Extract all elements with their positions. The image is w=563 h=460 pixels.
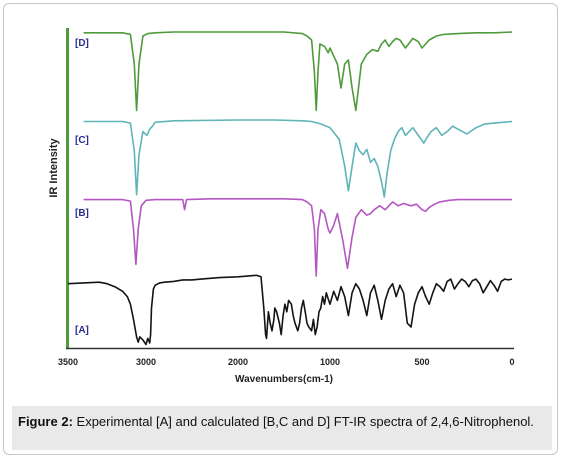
figure-caption: Figure 2: Experimental [A] and calculate… (12, 406, 552, 450)
series-label-c: [C] (75, 135, 89, 146)
x-tick-label-2000: 2000 (228, 357, 248, 367)
x-tick-label-1000: 1000 (320, 357, 340, 367)
spectrum-line-c (83, 119, 513, 198)
y-axis-title: IR Intensity (48, 137, 60, 197)
series-label-a: [A] (75, 325, 89, 336)
x-tick-label-3500: 3500 (58, 357, 78, 367)
x-tick-label-3000: 3000 (136, 357, 156, 367)
x-tick-label-500: 500 (414, 357, 429, 367)
caption-text: Experimental [A] and calculated [B,C and… (76, 414, 534, 429)
series-label-d: [D] (75, 38, 89, 49)
caption-label: Figure 2: (18, 414, 73, 429)
x-axis-title: Wavenumbers(cm-1) (235, 374, 333, 385)
spectrum-line-b (83, 198, 512, 277)
ftir-chart: IR Intensity Wavenumbers(cm-1) 3500 3000 2… (48, 28, 515, 385)
spectrum-line-a (67, 274, 513, 346)
x-tick-labels: 3500 3000 2000 1000 500 0 (58, 357, 515, 367)
spectrum-line-d (83, 31, 513, 112)
spectra-layer: [D] [C] [B] [A] (67, 31, 513, 346)
figure-frame (3, 3, 558, 455)
x-tick-label-0: 0 (509, 357, 514, 367)
series-label-b: [B] (75, 208, 89, 219)
